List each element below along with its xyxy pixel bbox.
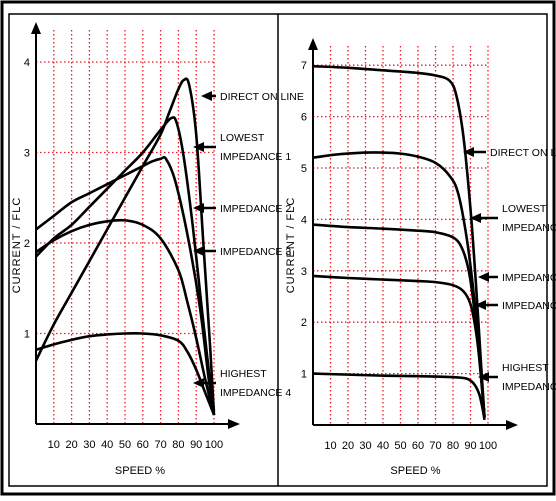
callout-arrowhead bbox=[193, 378, 204, 388]
callout-label: HIGHEST bbox=[502, 362, 549, 374]
x-tick-label: 90 bbox=[190, 439, 202, 451]
x-tick-label: 60 bbox=[137, 439, 149, 451]
x-tick-label: 10 bbox=[324, 440, 336, 452]
callout-label: IMPEDANCE 1 bbox=[502, 222, 556, 234]
series-line-highest-impedance-4 bbox=[35, 332, 216, 416]
x-axis-arrowhead bbox=[228, 419, 240, 429]
x-axis-title: SPEED % bbox=[390, 465, 440, 477]
y-tick-label: 5 bbox=[301, 163, 307, 175]
y-tick-label: 3 bbox=[301, 266, 307, 278]
x-tick-label: 20 bbox=[65, 439, 77, 451]
callout-label: IMPEDANCE 2 bbox=[502, 272, 556, 284]
series-line-lowest-impedance-1 bbox=[35, 116, 216, 411]
x-tick-label: 90 bbox=[464, 440, 476, 452]
series-line-direct-on-line bbox=[34, 77, 216, 416]
callout-label: IMPEDANCE 4 bbox=[502, 381, 556, 393]
callout-label: LOWEST bbox=[502, 203, 547, 215]
x-tick-label: 100 bbox=[205, 439, 223, 451]
y-axis-arrowhead bbox=[31, 22, 41, 34]
y-tick-label: 2 bbox=[24, 238, 30, 250]
y-tick-label: 7 bbox=[301, 60, 307, 72]
callout-arrowhead bbox=[201, 91, 212, 101]
y-tick-label: 3 bbox=[24, 148, 30, 160]
x-tick-label: 60 bbox=[412, 440, 424, 452]
x-tick-label: 100 bbox=[479, 440, 497, 452]
callout-label: IMPEDANCE 3 bbox=[502, 300, 556, 312]
y-tick-label: 1 bbox=[301, 369, 307, 381]
callout-arrowhead bbox=[193, 246, 204, 256]
callout-arrowhead bbox=[470, 213, 481, 223]
series-line-impedance-2 bbox=[312, 223, 486, 418]
y-axis-title: CURRENT / FLC bbox=[285, 197, 297, 294]
series-line-impedance-3 bbox=[312, 274, 486, 418]
x-tick-label: 10 bbox=[48, 439, 60, 451]
x-tick-label: 30 bbox=[359, 440, 371, 452]
callout-label: HIGHEST bbox=[220, 368, 267, 380]
left-chart: 10 20 30 40 50 60 70 80 90 100 1 2 3 4 SPEED % CURRENT … bbox=[11, 22, 304, 477]
y-tick-label: 4 bbox=[301, 214, 307, 226]
x-tick-label: 70 bbox=[429, 440, 441, 452]
callout-arrowhead bbox=[193, 203, 204, 213]
callout-label: IMPEDANCE 2 bbox=[220, 203, 291, 215]
x-tick-label: 80 bbox=[447, 440, 459, 452]
series-line-highest-impedance-4 bbox=[312, 372, 486, 421]
x-tick-label: 70 bbox=[154, 439, 166, 451]
y-tick-label: 1 bbox=[24, 329, 30, 341]
x-tick-label: 80 bbox=[172, 439, 184, 451]
series-line-direct-on-line bbox=[312, 64, 486, 418]
right-chart: 10 20 30 40 50 60 70 80 90 100 1 2 3 4 5 6 7 SPEED % CURRE… bbox=[285, 38, 556, 477]
y-axis-arrowhead bbox=[308, 38, 318, 50]
callout-label: IMPEDANCE 1 bbox=[220, 151, 291, 163]
y-tick-label: 2 bbox=[301, 317, 307, 329]
x-tick-label: 40 bbox=[377, 440, 389, 452]
callout-arrowhead bbox=[475, 300, 486, 310]
callout-label: LOWEST bbox=[220, 132, 265, 144]
x-axis-arrowhead bbox=[506, 420, 518, 430]
callout-arrowhead bbox=[478, 272, 489, 282]
y-tick-label: 6 bbox=[301, 112, 307, 124]
callout-arrowhead bbox=[478, 372, 489, 382]
x-tick-label: 50 bbox=[119, 439, 131, 451]
callout-label: IMPEDANCE 3 bbox=[220, 246, 291, 258]
x-tick-label: 30 bbox=[83, 439, 95, 451]
callout-arrowhead bbox=[463, 147, 474, 157]
x-tick-label: 20 bbox=[342, 440, 354, 452]
callout-label: IMPEDANCE 4 bbox=[220, 387, 291, 399]
y-tick-label: 4 bbox=[24, 57, 30, 69]
callout-label: DIRECT ON LINE bbox=[490, 147, 556, 159]
series-line-impedance-2 bbox=[35, 155, 216, 416]
callout-arrowhead bbox=[193, 142, 204, 152]
series-line-impedance-3 bbox=[35, 218, 216, 416]
x-tick-label: 40 bbox=[101, 439, 113, 451]
callout-label: DIRECT ON LINE bbox=[220, 91, 304, 103]
x-axis-title: SPEED % bbox=[115, 465, 165, 477]
y-axis-title: CURRENT / FLC bbox=[11, 197, 23, 294]
x-tick-label: 50 bbox=[394, 440, 406, 452]
